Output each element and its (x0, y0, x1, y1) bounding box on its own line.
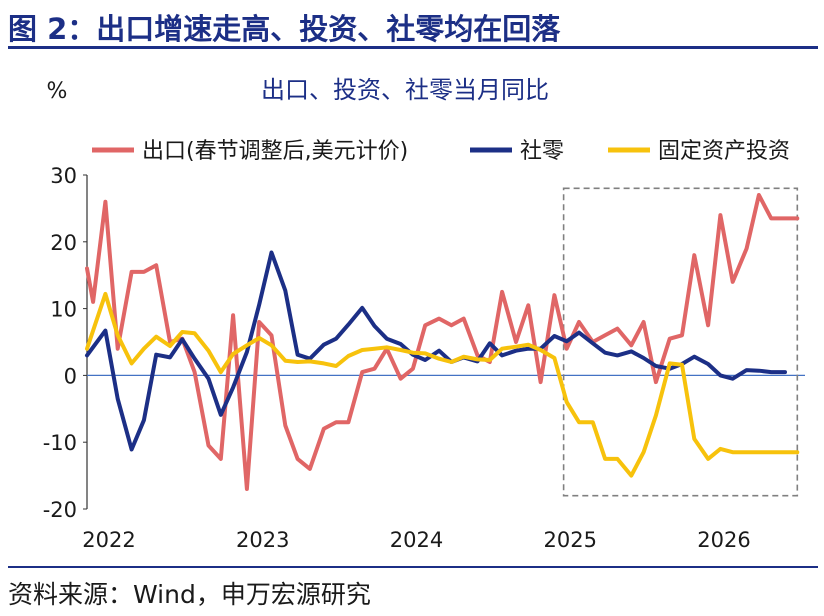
source-note: 资料来源：Wind，申万宏源研究 (8, 580, 371, 609)
y-tick-label: 10 (50, 298, 77, 322)
axes: -20 -10 0 10 20 30 2022 2023 2024 2025 2026 (43, 164, 805, 552)
y-unit-label: % (47, 79, 68, 104)
legend: 出口(春节调整后,美元计价) 社零 固定资产投资 (92, 139, 790, 164)
y-tick-label: -10 (43, 431, 77, 455)
legend-label-0: 出口(春节调整后,美元计价) (142, 139, 408, 164)
y-tick-label: 0 (64, 364, 77, 388)
x-tick-label: 2026 (697, 528, 750, 552)
legend-label-2: 固定资产投资 (658, 139, 790, 164)
x-tick-label: 2023 (236, 528, 289, 552)
y-tick-label: 20 (50, 231, 77, 255)
figure-title: 图 2：出口增速走高、投资、社零均在回落 (8, 12, 561, 46)
chart-title: 出口、投资、社零当月同比 (261, 76, 549, 104)
source-divider (8, 566, 818, 568)
plot-area (85, 187, 800, 497)
highlight-box (562, 187, 799, 497)
series-line-1 (85, 250, 787, 452)
x-tick-label: 2025 (544, 528, 597, 552)
series-line-2 (85, 291, 800, 478)
y-tick-label: 30 (50, 164, 77, 188)
y-tick-label: -20 (43, 498, 77, 522)
x-tick-label: 2024 (390, 528, 443, 552)
x-tick-label: 2022 (82, 528, 135, 552)
title-underline (8, 46, 818, 49)
legend-label-1: 社零 (520, 139, 564, 164)
line-chart: % 出口、投资、社零当月同比 出口(春节调整后,美元计价) 社零 固定资产投资 -2… (43, 76, 805, 552)
series-line-0 (85, 193, 800, 491)
